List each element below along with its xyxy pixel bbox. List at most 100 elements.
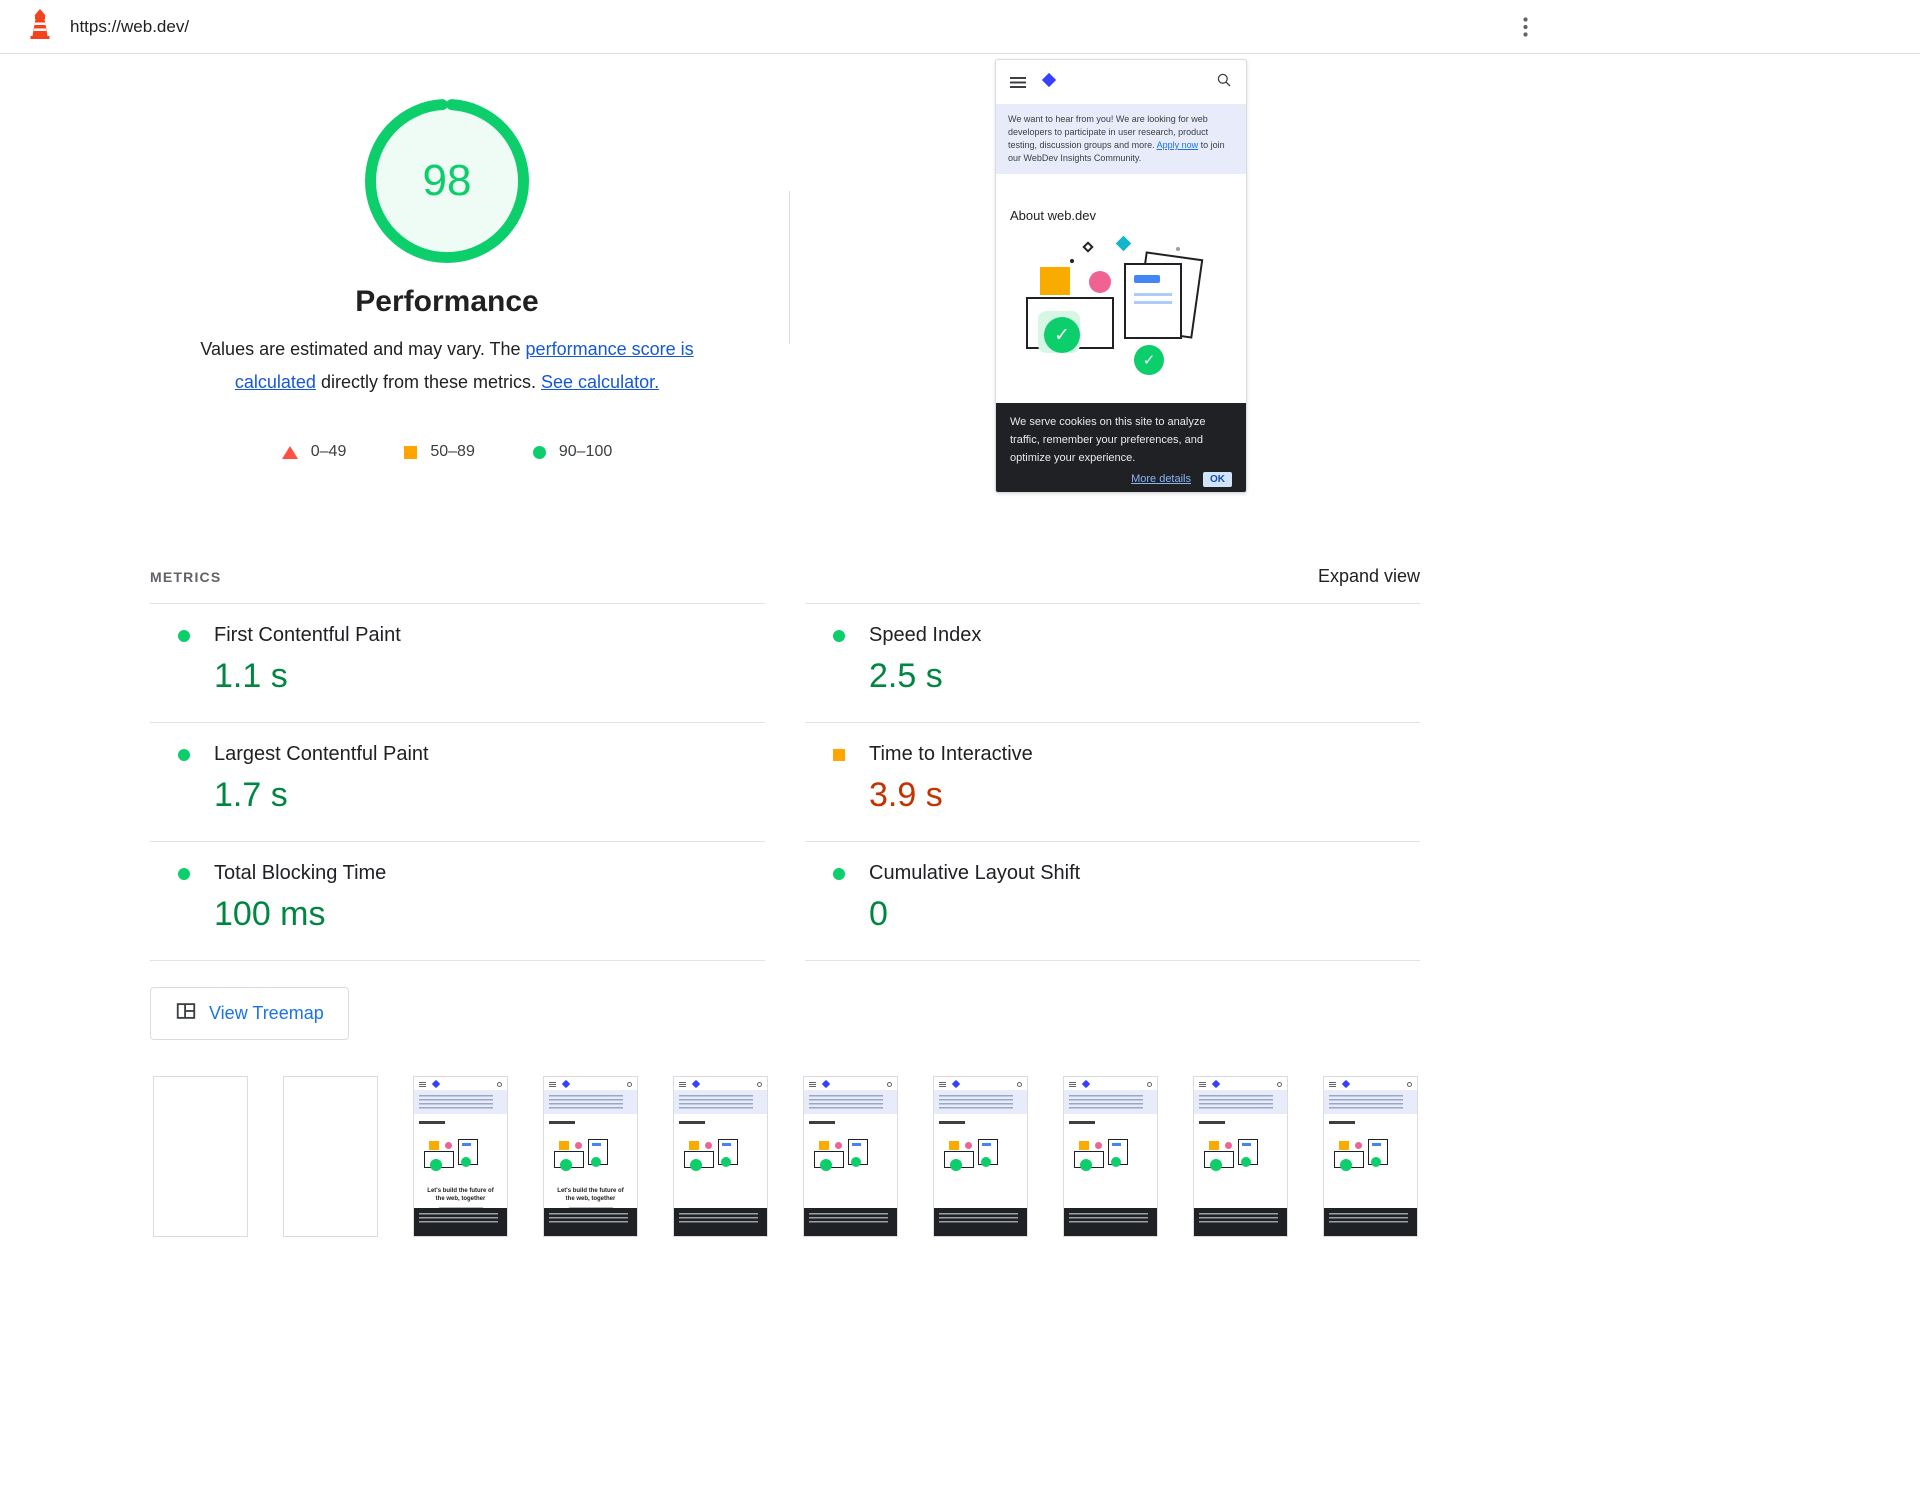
average-square-icon xyxy=(404,445,418,459)
metric-status-icon xyxy=(178,748,190,761)
orange-square-shape xyxy=(1040,267,1070,296)
filmstrip-frame: Let's build the future of the web, toget… xyxy=(283,1076,378,1237)
metric-label: Total Blocking Time xyxy=(214,862,387,884)
thumb-banner xyxy=(804,1090,897,1114)
cookie-actions: More details OK xyxy=(1010,471,1232,487)
check-circle-icon xyxy=(1134,345,1164,376)
lighthouse-logo-icon xyxy=(26,8,54,45)
metric-label: Largest Contentful Paint xyxy=(214,743,429,765)
final-screenshot: We want to hear from you! We are looking… xyxy=(995,59,1247,493)
webdev-logo-icon xyxy=(821,1079,831,1089)
filmstrip-frame: Let's build the future of the web, toget… xyxy=(673,1076,768,1237)
topbar: https://web.dev/ xyxy=(0,0,1920,54)
paper-card-front xyxy=(1124,263,1182,340)
thumb-illustration xyxy=(1064,1129,1157,1181)
kebab-menu-icon[interactable] xyxy=(1515,13,1536,41)
metric-speed-index: Speed Index 2.5 s xyxy=(805,603,1420,722)
search-icon xyxy=(1017,1081,1022,1087)
thumb-text-line xyxy=(1329,1121,1355,1124)
legend-fail-label: 0–49 xyxy=(310,443,347,460)
score-section: 98 Performance Values are estimated and … xyxy=(0,54,1548,554)
thumb-illustration xyxy=(934,1129,1027,1181)
thumb-illustration xyxy=(414,1129,507,1181)
legend-average: 50–89 xyxy=(404,443,475,461)
lighthouse-report: 98 Performance Values are estimated and … xyxy=(0,54,1548,1237)
more-details-link: More details xyxy=(1131,473,1191,486)
view-treemap-button[interactable]: View Treemap xyxy=(150,987,349,1040)
preview-banner: We want to hear from you! We are looking… xyxy=(996,104,1246,175)
thumb-banner xyxy=(674,1090,767,1114)
report-url: https://web.dev/ xyxy=(70,16,190,36)
outline-diamond-shape xyxy=(1082,241,1094,253)
teal-diamond-shape xyxy=(1115,235,1132,252)
metric-total-blocking-time: Total Blocking Time 100 ms xyxy=(150,841,765,961)
score-title: Performance xyxy=(355,285,539,318)
menu-icon xyxy=(1329,1081,1336,1087)
thumb-cookie-banner xyxy=(414,1208,507,1236)
score-calculated-link[interactable]: performance score is calculated xyxy=(234,339,694,392)
ok-button: OK xyxy=(1203,471,1232,487)
metric-status-icon xyxy=(178,629,190,642)
thumb-banner xyxy=(1064,1090,1157,1114)
pink-circle-shape xyxy=(1089,271,1111,294)
thumb-cookie-banner xyxy=(1324,1208,1417,1236)
cookie-banner: We serve cookies on this site to analyze… xyxy=(996,403,1246,492)
thumb-cookie-banner xyxy=(1194,1208,1287,1236)
pass-circle-icon xyxy=(532,445,546,459)
thumb-banner xyxy=(544,1090,637,1114)
thumb-cookie-banner xyxy=(544,1208,637,1236)
thumb-text-line xyxy=(939,1121,965,1124)
filmstrip-frame: Let's build the future of the web, toget… xyxy=(1193,1076,1288,1237)
thumb-hero-text: Let's build the future of the web, toget… xyxy=(557,1188,624,1202)
preview-header xyxy=(996,60,1246,104)
load-filmstrip: Let's build the future of the web, toget… xyxy=(153,1076,1548,1237)
vertical-divider xyxy=(789,191,790,344)
menu-icon xyxy=(939,1081,946,1087)
thumb-banner xyxy=(1194,1090,1287,1114)
webdev-logo-icon xyxy=(1341,1079,1351,1089)
fail-triangle-icon xyxy=(281,445,298,459)
cookie-text: We serve cookies on this site to analyze… xyxy=(1010,416,1206,464)
metric-value: 1.7 s xyxy=(214,776,288,814)
metric-first-contentful-paint: First Contentful Paint 1.1 s xyxy=(150,603,765,722)
menu-icon xyxy=(679,1081,686,1087)
check-circle-icon xyxy=(1044,317,1080,354)
legend-fail: 0–49 xyxy=(281,443,347,461)
metric-value: 0 xyxy=(869,895,888,933)
thumb-illustration xyxy=(1194,1129,1287,1181)
thumb-cookie-banner xyxy=(1064,1208,1157,1236)
legend-pass: 90–100 xyxy=(532,443,613,461)
disclaimer-text: Values are estimated and may vary. The xyxy=(200,339,526,359)
menu-icon xyxy=(1199,1081,1206,1087)
thumb-text-line xyxy=(1199,1121,1225,1124)
metric-label: First Contentful Paint xyxy=(214,624,401,646)
performance-score-block: 98 Performance Values are estimated and … xyxy=(150,54,744,461)
search-icon xyxy=(887,1081,892,1087)
view-treemap-label: View Treemap xyxy=(209,1003,324,1023)
filmstrip-frame: Let's build the future of the web, toget… xyxy=(1323,1076,1418,1237)
metric-label: Time to Interactive xyxy=(869,743,1033,765)
search-icon xyxy=(1407,1081,1412,1087)
expand-view-button[interactable]: Expand view xyxy=(1317,566,1420,586)
webdev-logo-icon xyxy=(691,1079,701,1089)
filmstrip-frame: Let's build the future of the web, toget… xyxy=(413,1076,508,1237)
metric-value: 100 ms xyxy=(214,895,326,933)
see-calculator-link[interactable]: See calculator. xyxy=(541,372,660,392)
webdev-logo-icon xyxy=(1211,1079,1221,1089)
webdev-logo-icon xyxy=(431,1079,441,1089)
legend-pass-label: 90–100 xyxy=(558,443,613,460)
banner-text: We want to hear from you! We are looking… xyxy=(1008,114,1209,151)
filmstrip-frame: Let's build the future of the web, toget… xyxy=(933,1076,1028,1237)
filmstrip-frame: Let's build the future of the web, toget… xyxy=(803,1076,898,1237)
search-icon xyxy=(1277,1081,1282,1087)
metrics-header: METRICS Expand view xyxy=(150,564,1420,603)
score-gauge-ring xyxy=(365,99,529,263)
score-gauge: 98 xyxy=(365,99,529,263)
search-icon xyxy=(1147,1081,1152,1087)
thumb-text-line xyxy=(1069,1121,1095,1124)
menu-icon xyxy=(419,1081,426,1087)
thumb-text-line xyxy=(809,1121,835,1124)
thumb-text-line xyxy=(419,1121,445,1124)
webdev-logo-icon xyxy=(951,1079,961,1089)
disclaimer-text: directly from these metrics. xyxy=(315,372,542,392)
